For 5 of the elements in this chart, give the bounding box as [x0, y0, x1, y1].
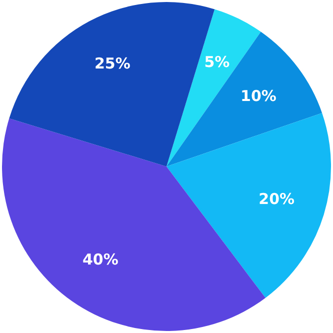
data-label: 5%	[204, 52, 230, 71]
data-label: 20%	[258, 190, 295, 208]
data-label: 10%	[240, 87, 276, 106]
data-label: 25%	[94, 54, 130, 73]
data-label: 40%	[82, 250, 118, 269]
